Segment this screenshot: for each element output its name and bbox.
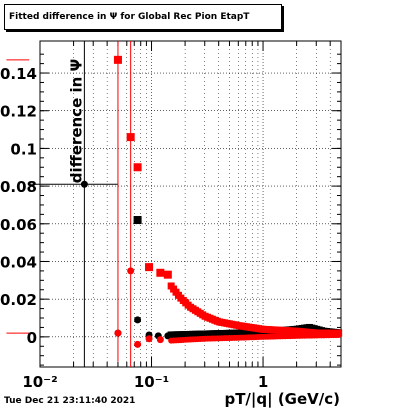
y-tick-label: 0.14 xyxy=(0,65,37,83)
data-point xyxy=(134,340,142,348)
x-tick-label: 1 xyxy=(258,373,268,391)
data-point xyxy=(126,133,135,142)
axis-ticks xyxy=(39,41,342,367)
x-tick-label: 10⁻¹ xyxy=(134,373,169,391)
tail-point xyxy=(335,332,342,339)
data-point xyxy=(145,263,154,272)
data-point xyxy=(127,267,135,275)
y-tick-label: 0.02 xyxy=(0,291,37,309)
y-axis-label: difference in Ψ xyxy=(67,58,86,184)
data-point xyxy=(163,270,172,279)
y-tick-label: 0.08 xyxy=(0,178,37,196)
y-tick-label: 0.04 xyxy=(0,253,37,271)
data-point xyxy=(134,316,142,324)
y-tick-label: 0.12 xyxy=(0,103,37,121)
data-point xyxy=(156,268,165,277)
data-point xyxy=(113,55,122,64)
tick-labels: 0 0.02 0.04 0.06 0.08 0.1 0.12 0.14 10⁻² 10⁻¹ 1 xyxy=(0,65,268,391)
y-tick-label: 0 xyxy=(27,329,37,347)
y-tick-label: 0.1 xyxy=(10,140,37,158)
data-point xyxy=(156,336,164,344)
timestamp: Tue Dec 21 23:11:40 2021 xyxy=(4,396,136,406)
data-point xyxy=(133,163,142,172)
data-point xyxy=(80,180,88,188)
y-tick-label: 0.06 xyxy=(0,216,37,234)
data-series xyxy=(6,41,343,367)
x-tick-label: 10⁻² xyxy=(22,373,57,391)
data-point xyxy=(145,335,153,343)
grid-lines xyxy=(39,41,342,367)
data-point xyxy=(114,329,122,337)
x-axis-label: pT/|q| (GeV/c) xyxy=(224,390,340,408)
data-point xyxy=(133,216,142,225)
chart-title: Fitted difference in Ψ for Global Rec Pi… xyxy=(4,4,282,30)
